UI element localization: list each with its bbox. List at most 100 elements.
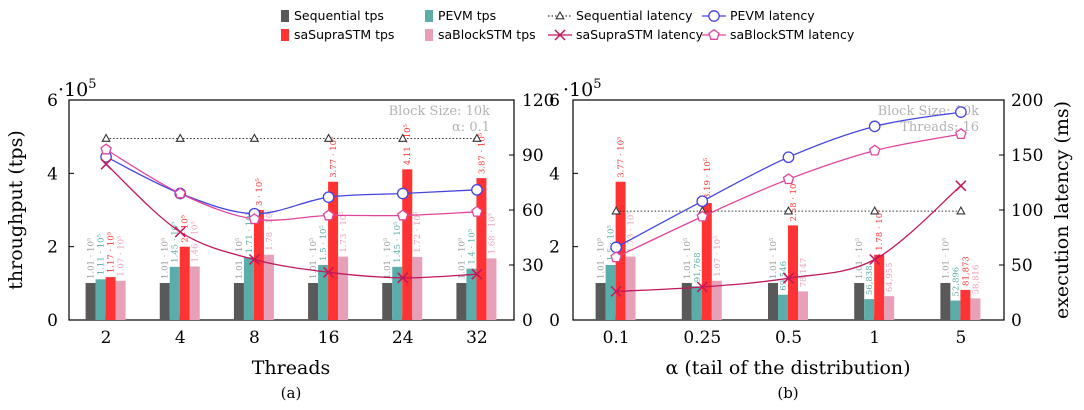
bar-sequential_tps [854, 282, 865, 320]
point-pevm_latency [471, 183, 483, 196]
bar-pevm_tps [778, 294, 788, 320]
y2-tick-label: 120 [522, 91, 554, 111]
y-exponent-power: 5 [593, 77, 601, 92]
bar-pevm_tps [950, 300, 961, 320]
x-axis-title: Threads [252, 357, 330, 379]
point-sasupra_latency [869, 253, 881, 266]
bar-sequential_tps [681, 282, 692, 320]
bar-value-label-sablock_tps: 64,955 [885, 262, 895, 292]
bar-sequential_tps [85, 282, 96, 320]
bar-pevm_tps [95, 279, 106, 320]
legend-label-sasupra_latency: saSupraSTM latency [576, 27, 704, 42]
bar-sequential_tps [940, 282, 951, 320]
bar-sablock_tps [412, 256, 423, 320]
y-tick-label: 6 [549, 91, 560, 111]
bar-value-label-sasupra_tps: 4.11 · 10⁵ [403, 123, 413, 165]
bar-sasupra_tps [179, 246, 190, 320]
y2-tick-label: 100 [1011, 201, 1043, 221]
legend-swatch-sablock_tps [425, 29, 433, 41]
y-tick-label: 6 [47, 91, 58, 111]
bar-value-label-sasupra_tps: 3 · 10⁵ [255, 178, 265, 206]
bar-pevm_tps [864, 299, 875, 320]
bar-sablock_tps [711, 280, 722, 320]
legend-marker-sablock_latency [708, 28, 720, 40]
bar-sequential_tps [382, 282, 393, 320]
point-sasupra_latency [696, 281, 708, 293]
point-sasupra_latency [955, 180, 967, 192]
bar-sablock_tps [625, 256, 636, 320]
bar-pevm_tps [243, 257, 254, 320]
bar-sasupra_tps [701, 203, 712, 320]
line-sablock_latency [105, 148, 477, 221]
y-tick-label: 2 [549, 238, 560, 258]
annotation-note: Threads: 16 [900, 120, 979, 135]
bar-pevm_tps [318, 265, 329, 320]
x-tick-label: 4 [175, 328, 186, 348]
bar-value-label-pevm_tps: 56,838 [865, 265, 875, 295]
point-pevm_latency [868, 120, 881, 133]
bar-value-label-sablock_tps: 1.07 · 10⁵ [117, 235, 127, 277]
point-sablock_latency [955, 127, 967, 140]
bar-pevm_tps [466, 268, 477, 320]
point-sasupra_latency [471, 268, 483, 280]
legend-swatch-sasupra_tps [281, 29, 289, 41]
plot-frame [68, 99, 515, 321]
bar-sablock_tps [486, 258, 497, 320]
point-pevm_latency [610, 241, 622, 254]
bar-value-label-sequential_tps: 1.01 · 10⁵ [87, 237, 97, 279]
bar-value-label-sablock_tps: 1.46 · 10⁵ [191, 221, 201, 263]
bar-sequential_tps [456, 282, 467, 320]
legend-label-sasupra_tps: saSupraSTM tps [294, 27, 394, 42]
y-exponent-label: ·105 [563, 77, 602, 101]
x-tick-label: 0.25 [683, 328, 721, 348]
legend-label-sablock_tps: saBlockSTM tps [438, 27, 536, 42]
bar-value-label-sequential_tps: 1.01 · 10⁵ [855, 237, 865, 279]
legend-swatch-sequential_tps [281, 10, 289, 22]
x-tick-label: 5 [955, 328, 966, 348]
bar-sablock_tps [338, 256, 349, 320]
bar-sasupra_tps [402, 169, 413, 320]
y-exponent-label: ·105 [58, 77, 97, 101]
point-sasupra_latency [100, 158, 112, 170]
bar-value-label-pevm_tps: 1.45 · 10⁵ [171, 221, 181, 263]
bar-value-label-sasupra_tps: 1.78 · 10⁵ [875, 209, 885, 251]
bar-sasupra_tps [105, 277, 116, 320]
panel-label: (b) [777, 384, 798, 402]
point-sequential_latency [398, 133, 408, 142]
bar-sasupra_tps [253, 210, 264, 320]
point-sablock_latency [610, 251, 622, 263]
bar-value-label-sablock_tps: 1.68 · 10⁵ [487, 213, 497, 255]
bar-value-label-sasupra_tps: 2 · 10⁵ [181, 214, 191, 242]
annotation-note: Block Size: 10k [389, 104, 490, 119]
bar-value-label-sasupra_tps: 2.58 · 10⁵ [789, 180, 799, 222]
point-pevm_latency [955, 106, 967, 118]
x-tick-label: 0.1 [603, 328, 630, 348]
point-sasupra_latency [610, 285, 622, 297]
legend-label-sablock_latency: saBlockSTM latency [730, 27, 855, 42]
bar-sasupra_tps [874, 254, 885, 320]
bar-value-label-sablock_tps: 78,147 [799, 258, 809, 288]
bar-value-label-sablock_tps: 1.07 · 10⁵ [713, 235, 723, 277]
bar-value-label-pevm_tps: 1.45 · 10⁵ [393, 221, 403, 263]
bar-value-label-pevm_tps: 1.5 · 10⁵ [319, 225, 329, 261]
point-sasupra_latency [323, 266, 335, 278]
bar-value-label-sequential_tps: 1.01 · 10⁵ [383, 237, 393, 279]
point-sablock_latency [248, 213, 261, 225]
legend-swatch-pevm_tps [425, 10, 433, 22]
bar-value-label-sablock_tps: 1.72 · 10⁵ [413, 211, 423, 253]
bar-value-label-sequential_tps: 1.01 · 10⁵ [597, 237, 607, 279]
y2-tick-label: 30 [522, 256, 544, 276]
y-tick-label: 2 [47, 238, 58, 258]
x-tick-label: 24 [392, 328, 414, 348]
bar-value-label-sequential_tps: 1.01 · 10⁵ [235, 237, 245, 279]
point-sequential_latency [611, 205, 621, 215]
bar-value-label-sasupra_tps: 3.19 · 10⁵ [703, 157, 713, 199]
point-pevm_latency [782, 151, 795, 164]
annotation-note: α: 0.1 [452, 120, 490, 135]
panel-label: (a) [281, 384, 302, 402]
bar-sasupra_tps [960, 289, 971, 320]
point-sablock_latency [696, 210, 709, 222]
y2-tick-label: 150 [1011, 146, 1043, 166]
